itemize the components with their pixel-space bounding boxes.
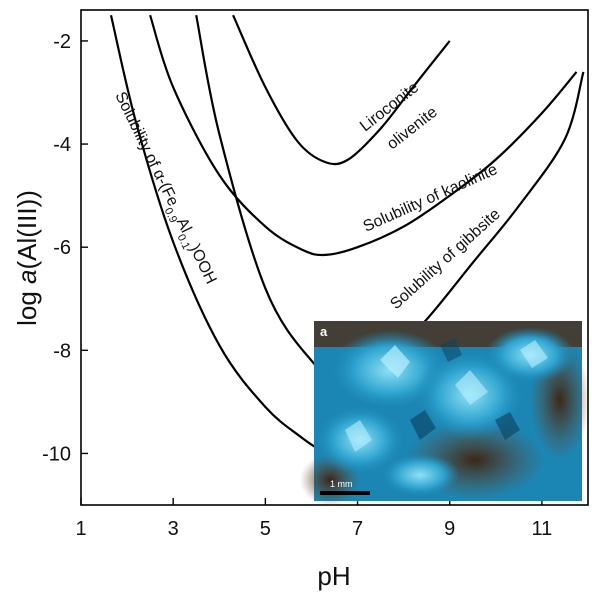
- y-tick-label: -6: [53, 237, 71, 259]
- scale-bar: [320, 491, 370, 495]
- x-tick-label: 11: [532, 518, 553, 540]
- curve-kaolinite: [149, 14, 578, 257]
- y-tick-label: -8: [53, 340, 71, 362]
- y-axis: -2 -4 -6 -8 -10: [42, 31, 88, 465]
- x-tick-label: 1: [75, 518, 86, 540]
- x-axis: 1 3 5 7 9 11: [75, 498, 552, 540]
- scale-bar-label: 1 mm: [330, 479, 353, 489]
- x-axis-title: pH: [317, 561, 350, 591]
- x-tick-label: 3: [168, 518, 179, 540]
- y-tick-label: -2: [53, 31, 71, 53]
- label-feooh: Solubility of α-(Fe0.9Al0.1)OOH: [107, 89, 219, 289]
- y-tick-label: -4: [53, 134, 71, 156]
- x-tick-label: 7: [352, 518, 363, 540]
- y-axis-title: log a(Al(III)): [12, 190, 42, 326]
- inset-photo: a 1 mm: [300, 321, 590, 506]
- x-tick-label: 5: [260, 518, 271, 540]
- y-tick-label: -10: [42, 443, 71, 465]
- x-tick-label: 9: [444, 518, 455, 540]
- inset-texture: [300, 321, 590, 506]
- inset-letter: a: [320, 324, 328, 339]
- curve-feooh: [109, 14, 326, 455]
- curve-liroconite: [232, 14, 451, 166]
